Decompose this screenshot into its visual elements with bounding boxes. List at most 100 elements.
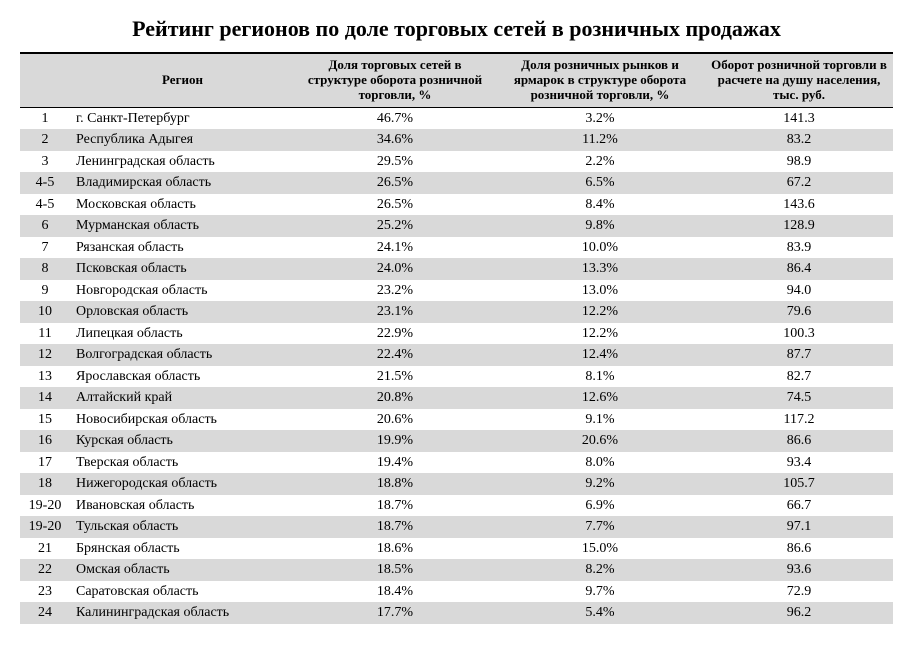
- table-row: 13Ярославская область21.5%8.1%82.7: [20, 366, 893, 388]
- table-row: 22Омская область18.5%8.2%93.6: [20, 559, 893, 581]
- cell-share-networks: 18.5%: [295, 559, 495, 581]
- cell-region: Мурманская область: [70, 215, 295, 237]
- cell-rank: 16: [20, 430, 70, 452]
- cell-region: Тверская область: [70, 452, 295, 474]
- page-title: Рейтинг регионов по доле торговых сетей …: [20, 16, 893, 42]
- cell-share-markets: 20.6%: [495, 430, 705, 452]
- table-row: 4-5Московская область26.5%8.4%143.6: [20, 194, 893, 216]
- cell-turnover-per-capita: 72.9: [705, 581, 893, 603]
- cell-share-networks: 19.4%: [295, 452, 495, 474]
- cell-share-networks: 24.1%: [295, 237, 495, 259]
- cell-rank: 10: [20, 301, 70, 323]
- cell-share-markets: 9.8%: [495, 215, 705, 237]
- cell-turnover-per-capita: 93.4: [705, 452, 893, 474]
- cell-share-networks: 19.9%: [295, 430, 495, 452]
- col-header-rank: [20, 53, 70, 107]
- cell-rank: 19-20: [20, 516, 70, 538]
- cell-share-markets: 15.0%: [495, 538, 705, 560]
- col-header-region: Регион: [70, 53, 295, 107]
- table-row: 9Новгородская область23.2%13.0%94.0: [20, 280, 893, 302]
- cell-turnover-per-capita: 93.6: [705, 559, 893, 581]
- cell-region: Тульская область: [70, 516, 295, 538]
- cell-rank: 12: [20, 344, 70, 366]
- cell-share-networks: 18.4%: [295, 581, 495, 603]
- cell-share-networks: 18.7%: [295, 516, 495, 538]
- table-row: 4-5Владимирская область26.5%6.5%67.2: [20, 172, 893, 194]
- table-row: 6Мурманская область25.2%9.8%128.9: [20, 215, 893, 237]
- table-row: 18Нижегородская область18.8%9.2%105.7: [20, 473, 893, 495]
- cell-rank: 13: [20, 366, 70, 388]
- cell-share-markets: 6.9%: [495, 495, 705, 517]
- table-row: 10Орловская область23.1%12.2%79.6: [20, 301, 893, 323]
- cell-turnover-per-capita: 87.7: [705, 344, 893, 366]
- table-row: 12Волгоградская область22.4%12.4%87.7: [20, 344, 893, 366]
- cell-share-markets: 11.2%: [495, 129, 705, 151]
- cell-rank: 6: [20, 215, 70, 237]
- cell-turnover-per-capita: 97.1: [705, 516, 893, 538]
- table-row: 7Рязанская область24.1%10.0%83.9: [20, 237, 893, 259]
- cell-share-markets: 8.0%: [495, 452, 705, 474]
- cell-share-markets: 13.3%: [495, 258, 705, 280]
- cell-turnover-per-capita: 128.9: [705, 215, 893, 237]
- table-row: 21Брянская область18.6%15.0%86.6: [20, 538, 893, 560]
- cell-turnover-per-capita: 98.9: [705, 151, 893, 173]
- cell-rank: 19-20: [20, 495, 70, 517]
- cell-share-markets: 13.0%: [495, 280, 705, 302]
- cell-share-networks: 17.7%: [295, 602, 495, 624]
- cell-region: Нижегородская область: [70, 473, 295, 495]
- cell-region: Владимирская область: [70, 172, 295, 194]
- cell-region: Новосибирская область: [70, 409, 295, 431]
- cell-region: Ивановская область: [70, 495, 295, 517]
- cell-share-networks: 18.8%: [295, 473, 495, 495]
- table-row: 11Липецкая область22.9%12.2%100.3: [20, 323, 893, 345]
- cell-turnover-per-capita: 83.2: [705, 129, 893, 151]
- table-row: 14Алтайский край20.8%12.6%74.5: [20, 387, 893, 409]
- cell-turnover-per-capita: 83.9: [705, 237, 893, 259]
- regions-table: Регион Доля торговых сетей в структуре о…: [20, 52, 893, 624]
- cell-share-networks: 46.7%: [295, 107, 495, 129]
- table-row: 17Тверская область19.4%8.0%93.4: [20, 452, 893, 474]
- table-row: 16Курская область19.9%20.6%86.6: [20, 430, 893, 452]
- cell-share-networks: 21.5%: [295, 366, 495, 388]
- cell-region: Московская область: [70, 194, 295, 216]
- cell-share-markets: 6.5%: [495, 172, 705, 194]
- col-header-v1: Доля торговых сетей в структуре оборота …: [295, 53, 495, 107]
- cell-turnover-per-capita: 96.2: [705, 602, 893, 624]
- cell-turnover-per-capita: 86.4: [705, 258, 893, 280]
- cell-share-markets: 2.2%: [495, 151, 705, 173]
- cell-turnover-per-capita: 94.0: [705, 280, 893, 302]
- cell-region: Орловская область: [70, 301, 295, 323]
- cell-rank: 24: [20, 602, 70, 624]
- cell-region: Псковская область: [70, 258, 295, 280]
- cell-rank: 23: [20, 581, 70, 603]
- cell-rank: 17: [20, 452, 70, 474]
- cell-share-networks: 23.2%: [295, 280, 495, 302]
- cell-share-networks: 29.5%: [295, 151, 495, 173]
- cell-rank: 11: [20, 323, 70, 345]
- table-body: 1г. Санкт-Петербург46.7%3.2%141.32Респуб…: [20, 107, 893, 624]
- col-header-v3: Оборот розничной торговли в расчете на д…: [705, 53, 893, 107]
- cell-region: Республика Адыгея: [70, 129, 295, 151]
- cell-share-networks: 22.4%: [295, 344, 495, 366]
- cell-share-networks: 23.1%: [295, 301, 495, 323]
- cell-rank: 7: [20, 237, 70, 259]
- cell-share-networks: 18.7%: [295, 495, 495, 517]
- table-row: 19-20Тульская область18.7%7.7%97.1: [20, 516, 893, 538]
- cell-share-networks: 22.9%: [295, 323, 495, 345]
- cell-region: Алтайский край: [70, 387, 295, 409]
- cell-share-markets: 12.6%: [495, 387, 705, 409]
- page: Рейтинг регионов по доле торговых сетей …: [0, 0, 913, 644]
- cell-turnover-per-capita: 86.6: [705, 430, 893, 452]
- table-row: 3Ленинградская область29.5%2.2%98.9: [20, 151, 893, 173]
- cell-region: Омская область: [70, 559, 295, 581]
- cell-share-markets: 10.0%: [495, 237, 705, 259]
- cell-rank: 21: [20, 538, 70, 560]
- cell-share-networks: 34.6%: [295, 129, 495, 151]
- cell-share-markets: 9.1%: [495, 409, 705, 431]
- cell-rank: 22: [20, 559, 70, 581]
- cell-rank: 3: [20, 151, 70, 173]
- cell-share-markets: 8.4%: [495, 194, 705, 216]
- cell-turnover-per-capita: 100.3: [705, 323, 893, 345]
- cell-region: Липецкая область: [70, 323, 295, 345]
- cell-turnover-per-capita: 82.7: [705, 366, 893, 388]
